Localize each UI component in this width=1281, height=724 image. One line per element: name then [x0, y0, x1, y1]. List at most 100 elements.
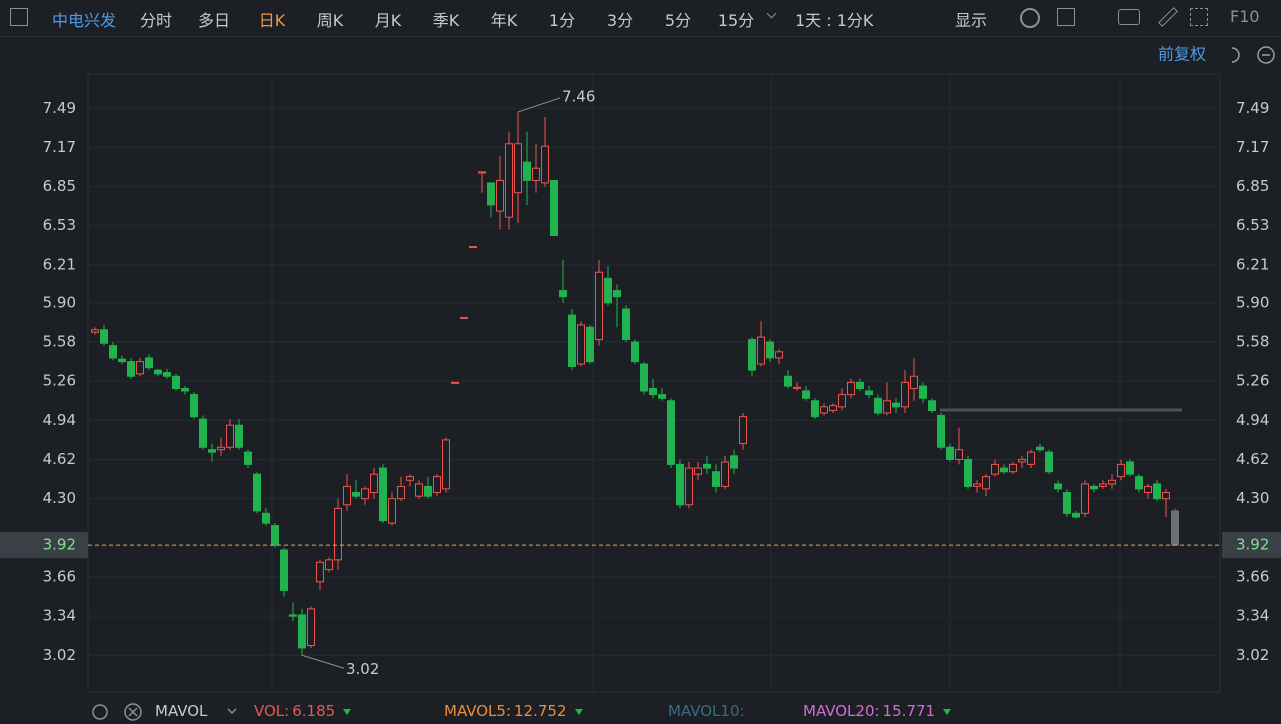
candle-body	[856, 381, 864, 390]
price-tag-bg	[0, 532, 88, 559]
candle-body	[739, 416, 747, 445]
candle-body	[703, 463, 711, 469]
candle-body	[1135, 476, 1143, 490]
bottom-icons[interactable]	[92, 703, 237, 721]
y-tick-label-right: 6.21	[1236, 255, 1269, 273]
candle-body	[208, 449, 216, 453]
candle-body	[631, 341, 639, 363]
candle-body	[505, 143, 513, 218]
candle-body	[604, 277, 612, 304]
price-tag: 3.92	[43, 536, 76, 554]
settings-icon[interactable]	[1020, 8, 1040, 28]
candle-body	[775, 351, 783, 359]
period-tab[interactable]: 周K	[316, 11, 344, 30]
y-tick-label: 3.02	[43, 646, 76, 664]
price-tag-bg	[1222, 532, 1281, 559]
candle-body	[1144, 485, 1152, 494]
indicator: VOL: 6.185	[254, 702, 352, 720]
indicator-name[interactable]: MAVOL	[155, 702, 208, 720]
candle-body	[811, 400, 819, 418]
candle-body	[352, 492, 360, 497]
candle-body	[730, 455, 738, 469]
candle-body	[487, 182, 495, 206]
candle-body	[874, 397, 882, 414]
period-tab[interactable]: 3分	[606, 11, 634, 30]
candle-body	[613, 290, 621, 298]
candle-body	[793, 386, 801, 390]
y-tick-label-right: 4.62	[1236, 450, 1269, 468]
y-tick-label-right: 4.30	[1236, 489, 1269, 507]
candle-body	[1018, 458, 1026, 463]
period-tab[interactable]: 年K	[490, 11, 518, 30]
candle-body	[1153, 483, 1161, 500]
y-tick-label: 7.49	[43, 99, 76, 117]
candle-body	[667, 400, 675, 465]
low-label: 3.02	[346, 660, 379, 678]
period-tab[interactable]: 多日	[197, 11, 230, 30]
candle-body	[955, 449, 963, 460]
period-tab[interactable]: 分时	[139, 11, 172, 30]
trend-arrow	[943, 708, 952, 715]
trend-arrow	[343, 708, 352, 715]
period-tab[interactable]: 15分	[717, 11, 755, 30]
candle-body	[424, 485, 432, 497]
candle-body	[235, 424, 243, 448]
candle-body	[568, 314, 576, 367]
y-tick-label-right: 6.85	[1236, 177, 1269, 195]
box-icon[interactable]	[1057, 8, 1075, 26]
candle-body	[559, 290, 567, 298]
trend-arrow	[574, 708, 583, 715]
high-label: 7.46	[562, 87, 595, 105]
candle-body	[370, 473, 378, 494]
pen-icon[interactable]	[1158, 7, 1178, 27]
y-tick-label: 4.94	[43, 411, 76, 429]
camera-icon[interactable]	[1118, 9, 1140, 25]
candle-body	[217, 446, 225, 451]
candle-body	[397, 485, 405, 500]
candle-body	[1126, 461, 1134, 475]
candle-body	[721, 461, 729, 487]
y-tick-label-right: 5.58	[1236, 333, 1269, 351]
candle-body	[1108, 479, 1116, 485]
adjust-button[interactable]: 前复权	[1158, 45, 1206, 64]
candle-body	[343, 485, 351, 506]
period-tab[interactable]: 季K	[432, 11, 460, 30]
candle-body	[334, 507, 342, 561]
period-tab[interactable]: 日K	[258, 11, 286, 30]
y-tick-label: 6.53	[43, 216, 76, 234]
price-tag-right: 3.92	[1236, 536, 1269, 554]
candle-body	[406, 476, 414, 481]
candle-body	[838, 394, 846, 408]
candle-body	[991, 463, 999, 475]
candle-body	[1162, 492, 1170, 500]
candle-body	[433, 476, 441, 494]
candle-body	[469, 246, 477, 249]
y-tick-label-right: 3.34	[1236, 607, 1269, 625]
candle-body	[361, 488, 369, 500]
candle-body	[1036, 446, 1044, 451]
candle-body	[766, 341, 774, 359]
y-tick-label: 5.58	[43, 333, 76, 351]
sidebar-toggle[interactable]	[10, 8, 28, 26]
candle-body	[496, 179, 504, 212]
candle-body	[442, 439, 450, 490]
candle-body	[901, 381, 909, 408]
indicator-value: 15.771	[882, 702, 936, 720]
f10-button[interactable]: F10	[1230, 7, 1260, 26]
y-tick-label: 4.62	[43, 450, 76, 468]
display-menu[interactable]: 显示	[955, 11, 988, 30]
undo-icons[interactable]	[1231, 46, 1275, 64]
candle-body	[946, 446, 954, 460]
indicator: MAVOL10:	[668, 702, 745, 720]
period-tab[interactable]: 5分	[664, 11, 692, 30]
range-select[interactable]: 1天 : 1分K	[795, 11, 874, 30]
period-tab[interactable]: 月K	[374, 11, 402, 30]
stock-name[interactable]: 中电兴发	[52, 11, 117, 30]
period-tab[interactable]: 1分	[548, 11, 576, 30]
candle-body	[1072, 512, 1080, 518]
fullscreen-icon[interactable]	[1190, 8, 1208, 26]
candle-body	[289, 614, 297, 617]
candle-body	[244, 451, 252, 465]
more-periods[interactable]	[766, 8, 777, 19]
